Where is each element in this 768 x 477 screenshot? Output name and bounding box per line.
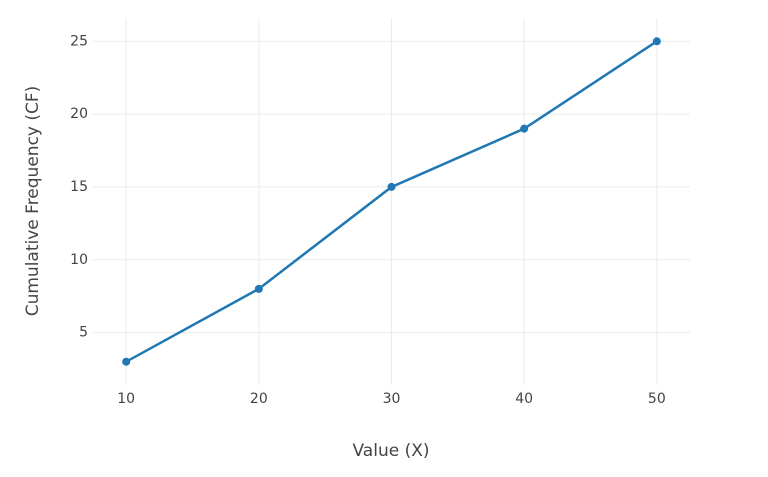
- x-tick-label: 10: [117, 391, 135, 407]
- y-tick-label: 5: [79, 325, 88, 341]
- marker: [652, 37, 661, 46]
- marker: [254, 284, 263, 293]
- x-tick-label: 30: [383, 391, 401, 407]
- x-tick-label: 20: [250, 391, 268, 407]
- y-tick-label: 10: [70, 252, 88, 268]
- x-tick-label: 50: [648, 391, 666, 407]
- y-tick-label: 25: [70, 33, 88, 49]
- marker: [387, 182, 396, 191]
- y-tick-label: 15: [70, 179, 88, 195]
- marker: [520, 124, 529, 133]
- x-tick-label: 40: [515, 391, 533, 407]
- marker: [122, 357, 131, 366]
- y-axis-title: Cumulative Frequency (CF): [23, 86, 43, 317]
- x-axis-title: Value (X): [353, 441, 430, 461]
- y-tick-label: 20: [70, 106, 88, 122]
